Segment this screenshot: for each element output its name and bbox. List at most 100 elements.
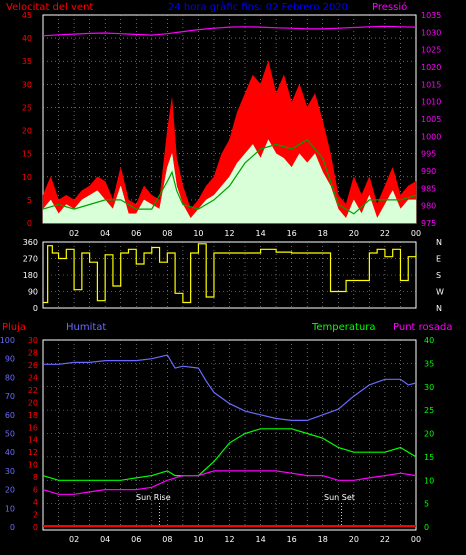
humidity-line [43, 354, 417, 421]
y-tick-label: 90 [5, 355, 15, 364]
pressure-axis: 975 980 985 990 995 1000 1005 1010 1015 1020 1025 1… [421, 11, 441, 228]
y-tick-label: 10 [5, 504, 15, 513]
y-tick-label: 10 [424, 476, 434, 485]
pressure-label: Pressió [372, 1, 407, 13]
y-tick-label: 10 [28, 461, 38, 470]
wind-speed-label: Velocitat del vent [6, 2, 93, 13]
y-tick-label: 4 [33, 498, 38, 507]
y-tick-label: 0 [10, 523, 15, 532]
wind-direction-line [43, 243, 417, 304]
x-tick-label: 22 [380, 229, 390, 238]
x-tick-label: 14 [255, 229, 265, 238]
y-tick-label: 5 [424, 500, 429, 509]
y-tick-label: 20 [28, 398, 38, 407]
y-tick-label: 10 [22, 173, 32, 182]
y-tick-label: 35 [424, 359, 434, 368]
x-tick-label: 04 [100, 535, 110, 544]
wind-panel-series [42, 25, 417, 224]
x-tick-label: 10 [193, 535, 203, 544]
y-tick-label: 2 [33, 511, 38, 520]
y-tick-label: 15 [424, 453, 434, 462]
y-tick-label: 30 [424, 383, 434, 392]
x-tick-label: 08 [162, 229, 172, 238]
y-tick-label: 1025 [421, 46, 441, 55]
x-tick-label: 00 [411, 535, 421, 544]
y-tick-label: 990 [421, 167, 436, 176]
y-tick-label: 22 [28, 386, 38, 395]
y-tick-label: 15 [22, 150, 32, 159]
temperature-axis: 0 5 10 15 20 25 30 35 40 [424, 336, 434, 532]
y-tick-label: 8 [33, 473, 38, 482]
x-tick-label: 18 [318, 535, 328, 544]
dewpoint-line [42, 470, 417, 495]
direction-degree-axis: 0 90 180 270 360 [23, 238, 38, 313]
humidity-label: Humitat [66, 322, 106, 333]
y-tick-label: 980 [421, 202, 436, 211]
y-tick-label: 20 [5, 486, 15, 495]
wind-average-line [42, 139, 417, 215]
x-tick-label: 06 [131, 229, 141, 238]
x-tick-label: 12 [224, 229, 234, 238]
y-tick-label: 1030 [421, 28, 441, 37]
sunset-label: Sun Set [324, 493, 355, 502]
x-tick-label: 18 [318, 229, 328, 238]
wind-time-axis: 02 04 06 08 10 12 14 16 18 20 22 00 [69, 229, 421, 238]
y-tick-label: E [436, 255, 441, 264]
y-tick-label: 1035 [421, 11, 441, 20]
rain-label: Pluja [2, 322, 26, 333]
y-tick-label: 40 [22, 34, 32, 43]
temp-humidity-panel [42, 339, 417, 531]
pressure-line [42, 25, 417, 37]
y-tick-label: 30 [5, 467, 15, 476]
wind-speed-axis: 0 5 10 15 20 25 30 35 40 45 [22, 11, 32, 228]
y-tick-label: 985 [421, 184, 436, 193]
x-tick-label: 06 [131, 535, 141, 544]
y-tick-label: 30 [22, 80, 32, 89]
y-tick-label: 35 [22, 57, 32, 66]
chart-title: 24 hora gràfic fins: 02 Febrero 2020 [168, 1, 348, 13]
x-tick-label: 16 [287, 535, 297, 544]
temp-panel-series [42, 354, 417, 527]
sun-markers [159, 503, 342, 527]
y-tick-label: 18 [28, 411, 38, 420]
x-tick-label: 14 [255, 535, 265, 544]
y-tick-label: 12 [28, 448, 38, 457]
y-tick-label: 270 [23, 255, 38, 264]
y-tick-label: 995 [421, 150, 436, 159]
y-tick-label: 1000 [421, 132, 441, 141]
y-tick-label: 20 [424, 430, 434, 439]
x-tick-label: 02 [69, 229, 79, 238]
y-tick-label: 180 [23, 271, 38, 280]
x-tick-label: 04 [100, 229, 110, 238]
direction-series [43, 243, 417, 304]
x-tick-label: 08 [162, 535, 172, 544]
y-tick-label: 14 [28, 436, 38, 445]
y-tick-label: 16 [28, 423, 38, 432]
temperature-line [42, 428, 417, 481]
y-tick-label: 1005 [421, 115, 441, 124]
y-tick-label: 70 [5, 392, 15, 401]
y-tick-label: 0 [424, 523, 429, 532]
x-tick-label: 12 [224, 535, 234, 544]
x-tick-label: 10 [193, 229, 203, 238]
x-tick-label: 02 [69, 535, 79, 544]
wind-area [42, 139, 417, 224]
y-tick-label: 0 [33, 304, 38, 313]
x-tick-label: 20 [349, 229, 359, 238]
x-tick-label: 22 [380, 535, 390, 544]
y-tick-label: 0 [33, 523, 38, 532]
y-tick-label: W [436, 288, 444, 297]
y-tick-label: N [436, 304, 442, 313]
y-tick-label: 28 [28, 348, 38, 357]
y-tick-label: 360 [23, 238, 38, 247]
humidity-axis: 0 10 20 30 40 50 60 70 80 90 100 [0, 336, 15, 532]
y-tick-label: S [436, 271, 441, 280]
y-tick-label: 26 [28, 361, 38, 370]
temp-time-axis: 02 04 06 08 10 12 14 16 18 20 22 00 [69, 535, 421, 544]
y-tick-label: 100 [0, 336, 15, 345]
y-tick-label: 25 [424, 406, 434, 415]
y-tick-label: 975 [421, 219, 436, 228]
